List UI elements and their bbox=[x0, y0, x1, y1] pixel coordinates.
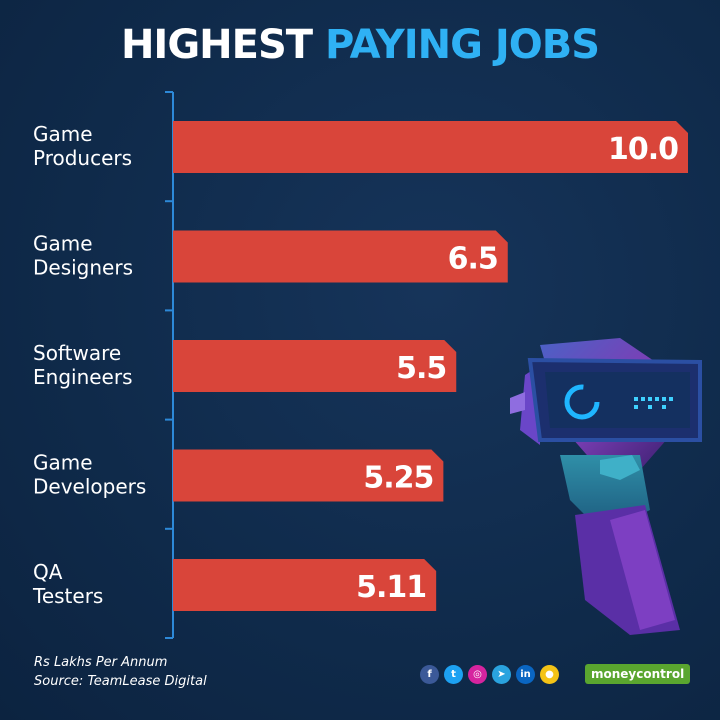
data-label: 6.5 bbox=[448, 242, 498, 277]
data-label: 5.5 bbox=[396, 351, 446, 386]
bar bbox=[173, 449, 444, 502]
data-label: 5.25 bbox=[363, 461, 433, 496]
instagram-icon[interactable]: ◎ bbox=[468, 665, 487, 684]
title-part-1: HIGHEST bbox=[120, 22, 313, 68]
bar bbox=[173, 340, 457, 392]
brand-part-1: money bbox=[591, 667, 637, 681]
chart-title: HIGHEST PAYING JOBS bbox=[0, 22, 720, 68]
bar bbox=[173, 230, 508, 283]
telegram-icon[interactable]: ➤ bbox=[492, 665, 511, 684]
social-links: f t ◎ ➤ in ● bbox=[420, 665, 559, 684]
bar bbox=[173, 121, 688, 173]
linkedin-icon[interactable]: in bbox=[516, 665, 535, 684]
unit-note: Rs Lakhs Per Annum bbox=[34, 655, 168, 670]
category-label: Producers bbox=[33, 146, 132, 170]
category-label: Developers bbox=[33, 475, 146, 499]
data-label: 10.0 bbox=[608, 132, 678, 167]
data-label: 5.11 bbox=[356, 570, 426, 605]
koo-icon[interactable]: ● bbox=[540, 665, 559, 684]
title-part-2: PAYING JOBS bbox=[324, 22, 600, 68]
moneycontrol-logo[interactable]: moneycontrol bbox=[585, 664, 691, 684]
bar bbox=[173, 559, 437, 611]
category-label: Game bbox=[33, 232, 93, 256]
chart-footnote: Rs Lakhs Per Annum Source: TeamLease Dig… bbox=[34, 653, 207, 691]
category-label: Designers bbox=[33, 256, 133, 280]
vr-headset-illustration bbox=[510, 338, 702, 635]
facebook-icon[interactable]: f bbox=[420, 665, 439, 684]
category-label: QA bbox=[33, 560, 63, 584]
source-note: Source: TeamLease Digital bbox=[34, 674, 207, 689]
category-label: Testers bbox=[32, 584, 103, 608]
category-label: Game bbox=[33, 451, 93, 475]
category-label: Game bbox=[33, 122, 93, 146]
category-label: Software bbox=[33, 341, 121, 365]
brand-part-2: control bbox=[636, 667, 685, 681]
category-label: Engineers bbox=[33, 365, 133, 389]
twitter-icon[interactable]: t bbox=[444, 665, 463, 684]
